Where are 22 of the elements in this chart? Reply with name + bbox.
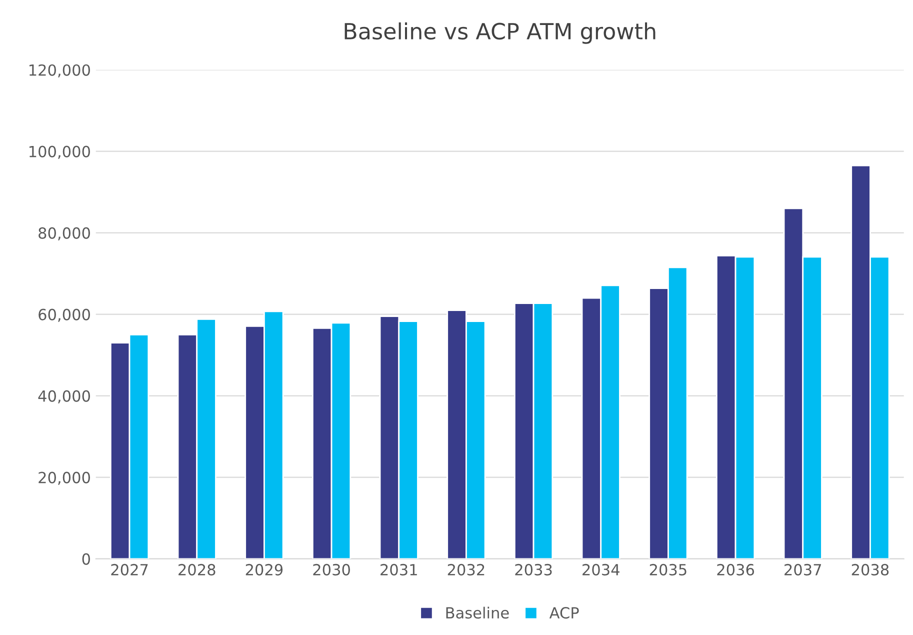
x-tick-label: 2034	[582, 564, 620, 576]
x-tick-label: 2037	[784, 564, 822, 576]
y-tick-label: 40,000	[38, 390, 90, 404]
x-tick-label: 2029	[246, 564, 283, 576]
x-tick-label: 2028	[178, 564, 216, 576]
x-tick-label: 2027	[111, 564, 148, 576]
y-tick-label: 80,000	[38, 227, 90, 240]
legend-label: ACP	[549, 607, 579, 619]
y-tick-label: 60,000	[38, 308, 90, 322]
x-tick-label: 2038	[852, 564, 889, 576]
y-tick-label: 100,000	[30, 146, 90, 159]
x-tick-label: 2032	[448, 564, 484, 576]
y-tick-label: 0	[82, 553, 90, 565]
y-tick-label: 120,000	[30, 64, 90, 78]
chart-title: Baseline vs ACP ATM growth	[344, 22, 656, 44]
x-tick-label: 2031	[380, 564, 417, 576]
x-tick-label: 2033	[515, 564, 552, 576]
x-tick-label: 2036	[717, 564, 754, 576]
y-tick-label: 20,000	[38, 472, 90, 485]
x-tick-label: 2030	[313, 564, 350, 576]
legend-label: Baseline	[446, 606, 509, 619]
x-tick-label: 2035	[650, 564, 686, 576]
